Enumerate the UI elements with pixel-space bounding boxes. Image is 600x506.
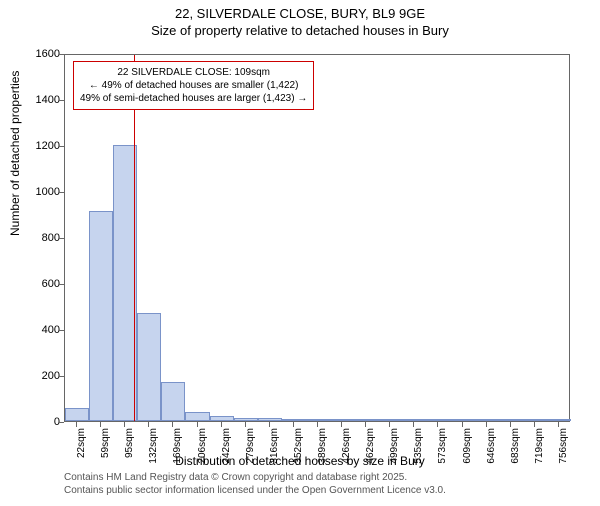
y-tick-label: 200 bbox=[42, 370, 60, 382]
histogram-bar bbox=[161, 382, 185, 421]
histogram-bar bbox=[258, 418, 282, 421]
y-axis-label: Number of detached properties bbox=[8, 71, 22, 236]
x-tick-mark bbox=[437, 422, 438, 427]
annot-line: ← 49% of detached houses are smaller (1,… bbox=[80, 79, 307, 92]
x-tick-mark bbox=[365, 422, 366, 427]
histogram-bar bbox=[402, 419, 426, 421]
x-tick-label: 499sqm bbox=[389, 428, 400, 478]
histogram-bar bbox=[234, 418, 258, 421]
x-tick-mark bbox=[269, 422, 270, 427]
x-tick-mark bbox=[245, 422, 246, 427]
y-tick-mark bbox=[59, 238, 64, 239]
histogram-bar bbox=[282, 419, 306, 421]
x-tick-label: 206sqm bbox=[197, 428, 208, 478]
credit-line-1: Contains HM Land Registry data © Crown c… bbox=[64, 472, 407, 483]
chart-title-main: 22, SILVERDALE CLOSE, BURY, BL9 9GE bbox=[0, 6, 600, 21]
histogram-bar bbox=[306, 419, 330, 421]
x-tick-label: 683sqm bbox=[510, 428, 521, 478]
histogram-bar bbox=[137, 313, 161, 421]
y-tick-label: 800 bbox=[42, 232, 60, 244]
x-tick-mark bbox=[389, 422, 390, 427]
histogram-bar bbox=[65, 408, 89, 421]
x-tick-mark bbox=[317, 422, 318, 427]
x-tick-mark bbox=[510, 422, 511, 427]
x-tick-mark bbox=[293, 422, 294, 427]
annot-line: 49% of semi-detached houses are larger (… bbox=[80, 92, 307, 105]
x-tick-label: 573sqm bbox=[437, 428, 448, 478]
y-tick-mark bbox=[59, 146, 64, 147]
x-tick-mark bbox=[486, 422, 487, 427]
x-tick-mark bbox=[221, 422, 222, 427]
x-tick-mark bbox=[413, 422, 414, 427]
histogram-bar bbox=[426, 419, 450, 421]
x-tick-label: 462sqm bbox=[365, 428, 376, 478]
x-tick-label: 242sqm bbox=[221, 428, 232, 478]
x-tick-mark bbox=[148, 422, 149, 427]
annotation-box: 22 SILVERDALE CLOSE: 109sqm← 49% of deta… bbox=[73, 61, 314, 110]
plot-area: 22 SILVERDALE CLOSE: 109sqm← 49% of deta… bbox=[64, 54, 570, 422]
y-tick-label: 600 bbox=[42, 278, 60, 290]
histogram-bar bbox=[547, 419, 571, 421]
histogram-bar bbox=[89, 211, 113, 421]
y-tick-mark bbox=[59, 54, 64, 55]
histogram-bar bbox=[330, 419, 354, 421]
x-tick-mark bbox=[100, 422, 101, 427]
x-tick-mark bbox=[197, 422, 198, 427]
x-tick-label: 95sqm bbox=[124, 428, 135, 478]
x-tick-mark bbox=[124, 422, 125, 427]
histogram-bar bbox=[475, 419, 499, 421]
y-tick-label: 400 bbox=[42, 324, 60, 336]
y-tick-label: 1000 bbox=[36, 186, 60, 198]
y-tick-mark bbox=[59, 100, 64, 101]
histogram-bar bbox=[185, 412, 209, 421]
histogram-bar bbox=[378, 419, 402, 421]
y-tick-mark bbox=[59, 422, 64, 423]
x-tick-label: 426sqm bbox=[341, 428, 352, 478]
x-tick-mark bbox=[76, 422, 77, 427]
x-tick-label: 389sqm bbox=[317, 428, 328, 478]
x-tick-label: 59sqm bbox=[100, 428, 111, 478]
x-tick-label: 316sqm bbox=[269, 428, 280, 478]
x-tick-label: 535sqm bbox=[413, 428, 424, 478]
y-tick-mark bbox=[59, 376, 64, 377]
y-tick-label: 1200 bbox=[36, 140, 60, 152]
histogram-bar bbox=[354, 419, 378, 421]
x-tick-mark bbox=[462, 422, 463, 427]
x-tick-label: 756sqm bbox=[558, 428, 569, 478]
histogram-bar bbox=[523, 419, 547, 421]
y-tick-label: 1600 bbox=[36, 48, 60, 60]
credit-line-2: Contains public sector information licen… bbox=[64, 485, 446, 496]
x-tick-label: 132sqm bbox=[148, 428, 159, 478]
x-tick-label: 646sqm bbox=[486, 428, 497, 478]
x-tick-label: 719sqm bbox=[534, 428, 545, 478]
x-tick-label: 279sqm bbox=[245, 428, 256, 478]
chart-title-sub: Size of property relative to detached ho… bbox=[0, 23, 600, 38]
x-tick-mark bbox=[172, 422, 173, 427]
y-tick-label: 1400 bbox=[36, 94, 60, 106]
x-tick-label: 609sqm bbox=[462, 428, 473, 478]
x-tick-label: 22sqm bbox=[76, 428, 87, 478]
y-tick-mark bbox=[59, 284, 64, 285]
x-tick-label: 352sqm bbox=[293, 428, 304, 478]
annot-line: 22 SILVERDALE CLOSE: 109sqm bbox=[80, 66, 307, 79]
x-tick-label: 169sqm bbox=[172, 428, 183, 478]
histogram-bar bbox=[210, 416, 234, 421]
x-tick-mark bbox=[558, 422, 559, 427]
x-tick-mark bbox=[534, 422, 535, 427]
histogram-bar bbox=[499, 419, 523, 421]
histogram-bar bbox=[451, 419, 475, 421]
y-tick-mark bbox=[59, 192, 64, 193]
y-tick-mark bbox=[59, 330, 64, 331]
x-tick-mark bbox=[341, 422, 342, 427]
